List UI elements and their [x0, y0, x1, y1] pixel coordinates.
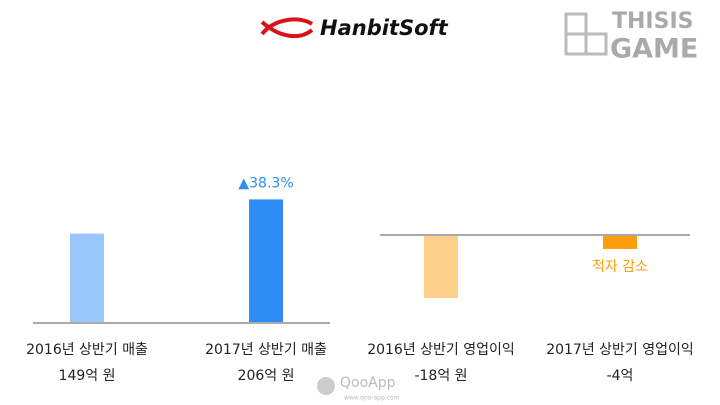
category-label: 2016년 상반기 영업이익: [367, 342, 515, 358]
wm-icon: [584, 32, 608, 56]
watermark-bottom: QooApp www.qoo-app.com: [317, 375, 400, 402]
bar: [249, 199, 283, 323]
value-label: -4억: [607, 368, 634, 384]
category-label: 2017년 상반기 매출: [205, 342, 327, 358]
category-label: 2017년 상반기 영업이익: [546, 342, 694, 358]
bar: [424, 235, 458, 298]
hanbit-logo: HanbitSoft: [260, 16, 449, 40]
wm-url: www.qoo-app.com: [344, 395, 400, 402]
wm-icon: [564, 12, 588, 36]
value-label: 206억 원: [238, 368, 295, 384]
watermark-top: THISIS GAME: [564, 9, 698, 65]
wm-text: THISIS: [612, 9, 693, 34]
wm-icon: [564, 32, 588, 56]
value-label: 149억 원: [59, 368, 116, 384]
category-label: 2016년 상반기 매출: [26, 342, 148, 358]
value-label: -18억 원: [414, 368, 467, 384]
annotation: 적자 감소: [592, 259, 648, 275]
bar: [603, 235, 637, 249]
wm-text: GAME: [610, 34, 698, 65]
annotation: ▲38.3%: [238, 175, 293, 191]
wm-icon: [317, 377, 335, 395]
logo-text: HanbitSoft: [320, 16, 449, 40]
bar: [70, 233, 104, 323]
logo-icon: [260, 17, 314, 39]
wm-text: QooApp: [340, 375, 396, 391]
